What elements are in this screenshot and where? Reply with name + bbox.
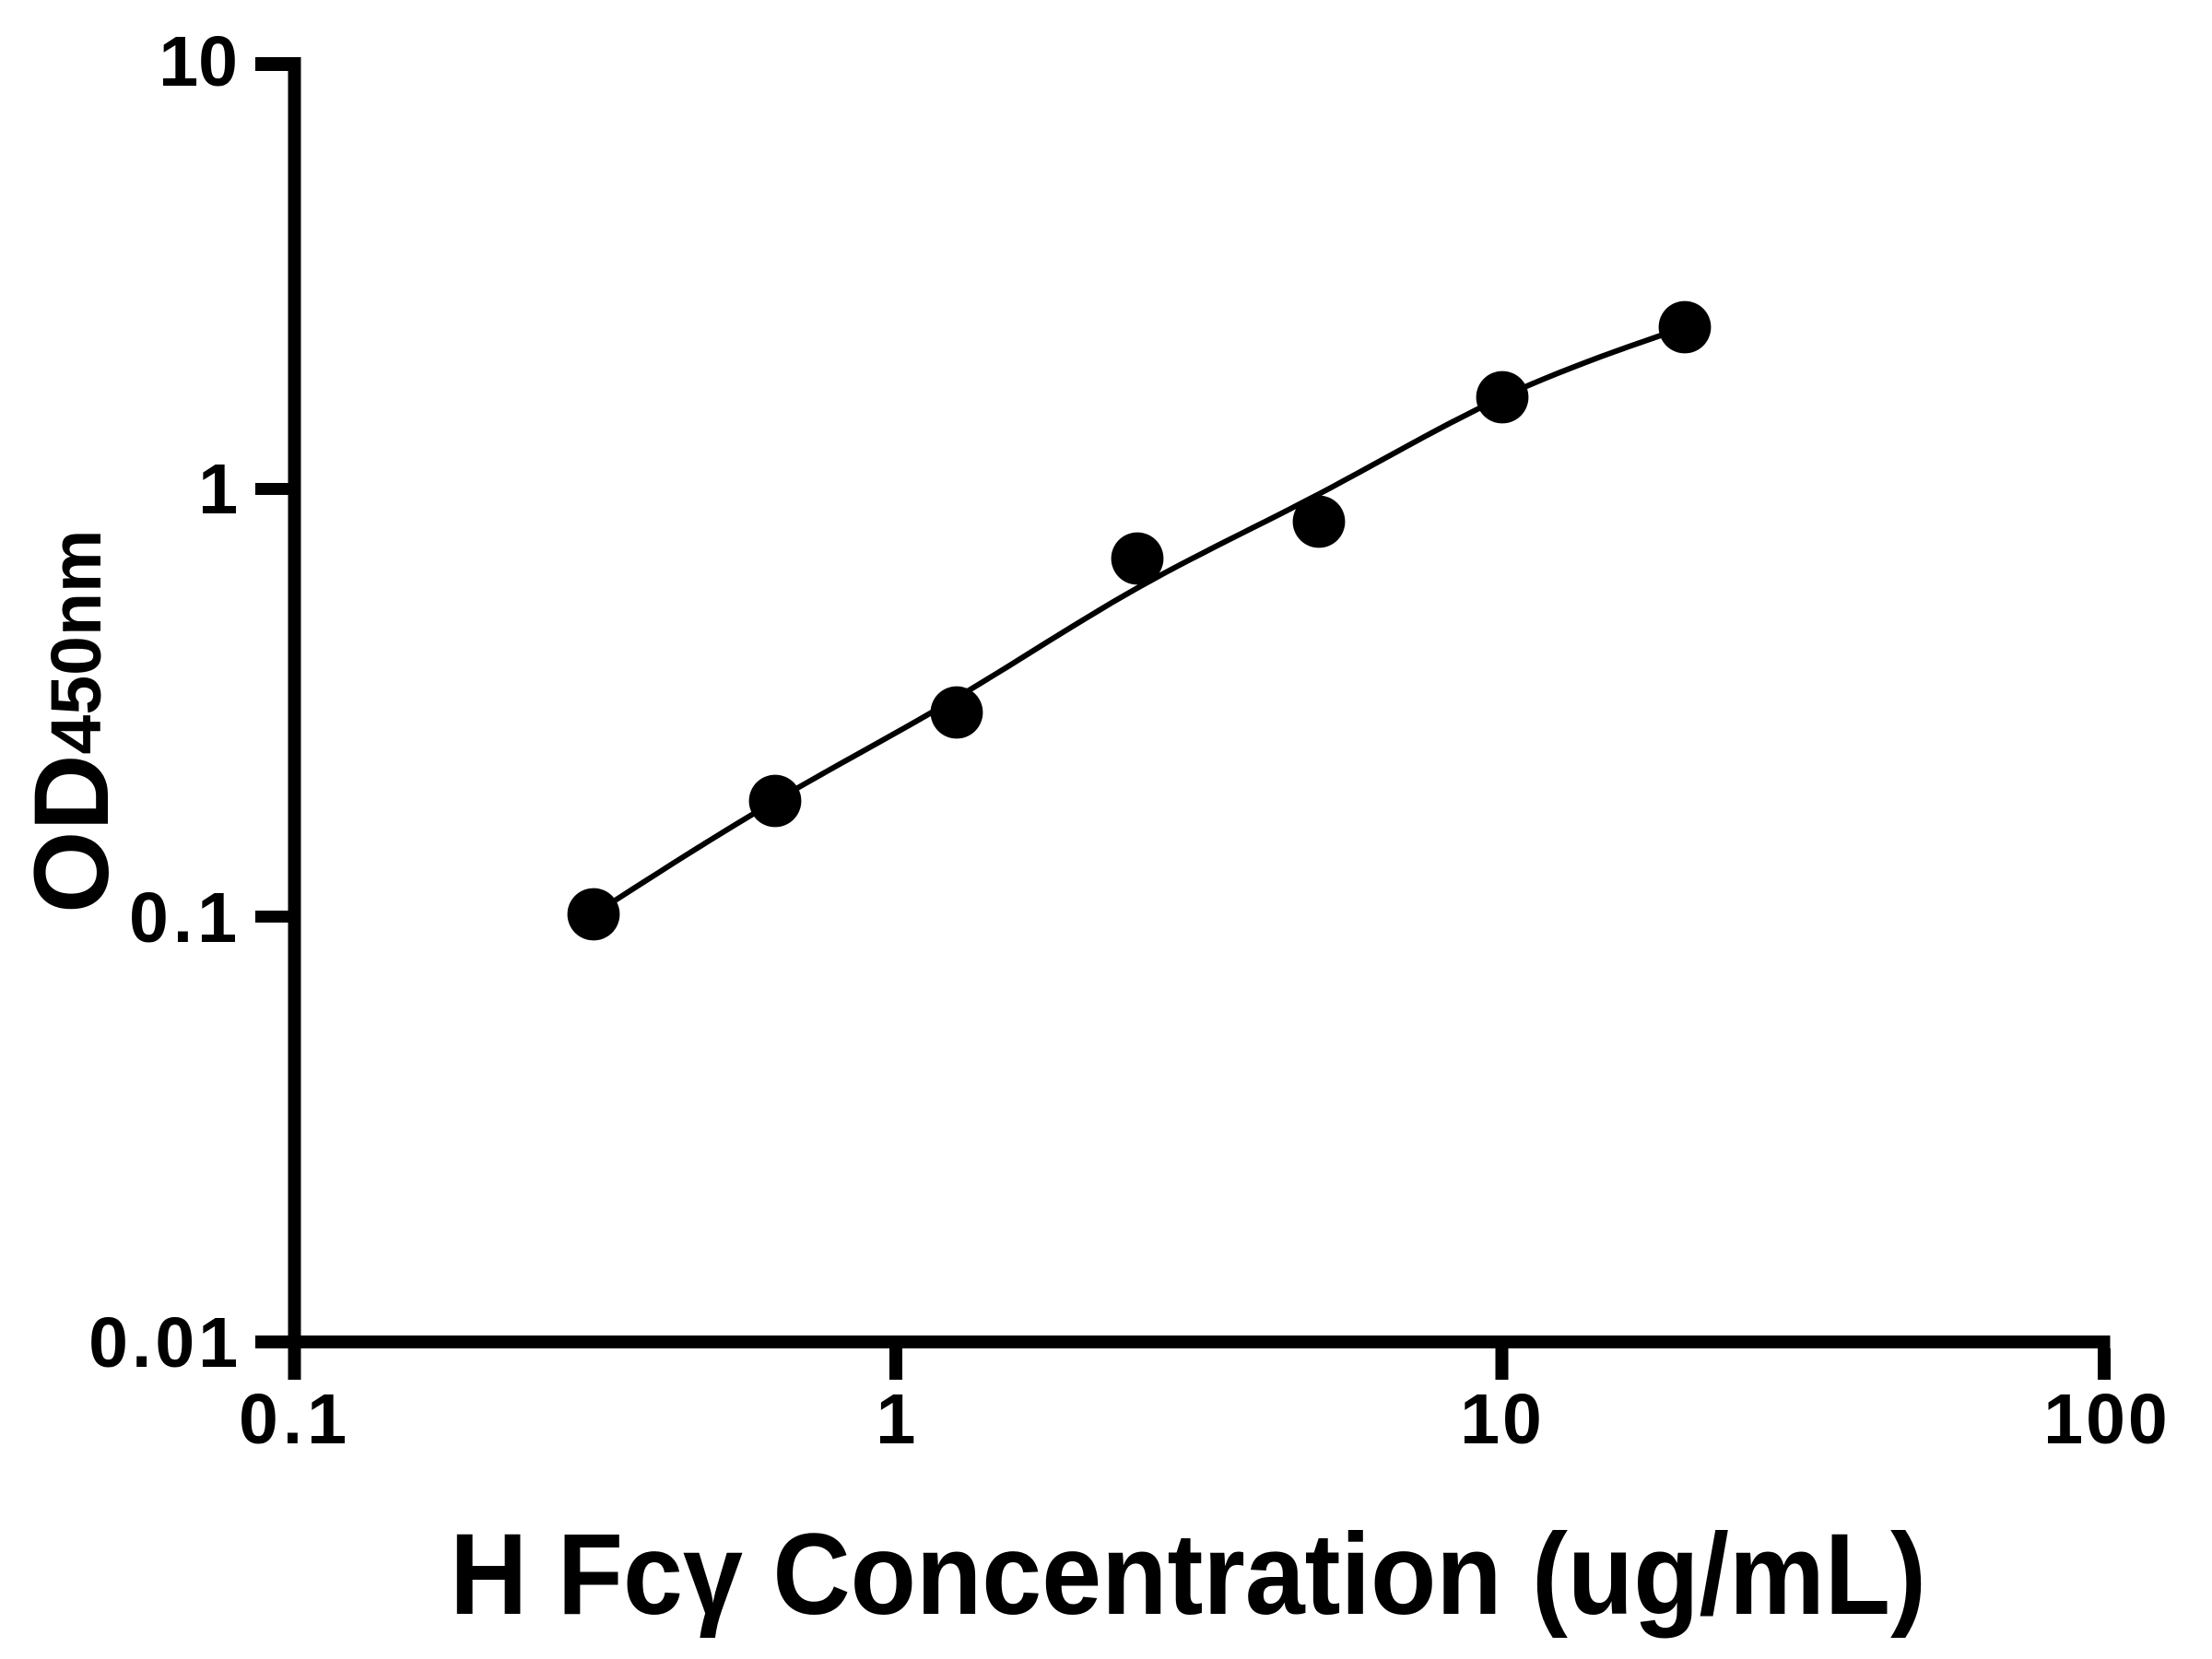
svg-text:0.01: 0.01 <box>88 1303 241 1382</box>
svg-text:10: 10 <box>1460 1380 1545 1459</box>
svg-text:10: 10 <box>159 22 238 101</box>
svg-text:0.1: 0.1 <box>129 878 241 958</box>
svg-text:0.1: 0.1 <box>239 1380 351 1459</box>
svg-text:100: 100 <box>2043 1380 2170 1459</box>
svg-text:H Fcγ Concentration (ug/mL): H Fcγ Concentration (ug/mL) <box>450 1511 1926 1639</box>
svg-text:1: 1 <box>877 1380 916 1459</box>
svg-text:1: 1 <box>198 450 238 529</box>
